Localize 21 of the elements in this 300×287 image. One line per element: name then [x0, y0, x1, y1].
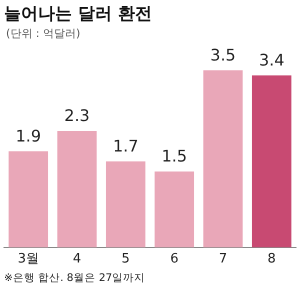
bar — [8, 151, 48, 248]
bar — [154, 172, 194, 248]
data-label: 3.4 — [258, 50, 284, 70]
x-tick-label: 4 — [72, 252, 82, 267]
bar — [57, 131, 97, 248]
data-label: 2.3 — [64, 106, 90, 126]
chart-title: 늘어나는 달러 환전 — [4, 3, 153, 24]
data-label: 1.7 — [112, 136, 138, 156]
bar — [106, 161, 146, 248]
x-tick-label: 8 — [268, 252, 276, 267]
x-tick-label: 7 — [218, 252, 228, 267]
text: ※은행 합산. 8월은 27일까지 — [4, 271, 146, 285]
bar — [203, 70, 243, 248]
x-tick-label: 3월 — [18, 252, 39, 267]
data-label: 1.9 — [16, 126, 42, 146]
bar — [252, 75, 292, 248]
data-label: 1.5 — [162, 146, 188, 166]
x-tick-label: 5 — [122, 252, 130, 267]
x-tick-label: 6 — [170, 252, 178, 267]
data-label: 3.5 — [210, 45, 236, 64]
chart-subtitle: (단위 : 억달러) — [6, 26, 82, 41]
